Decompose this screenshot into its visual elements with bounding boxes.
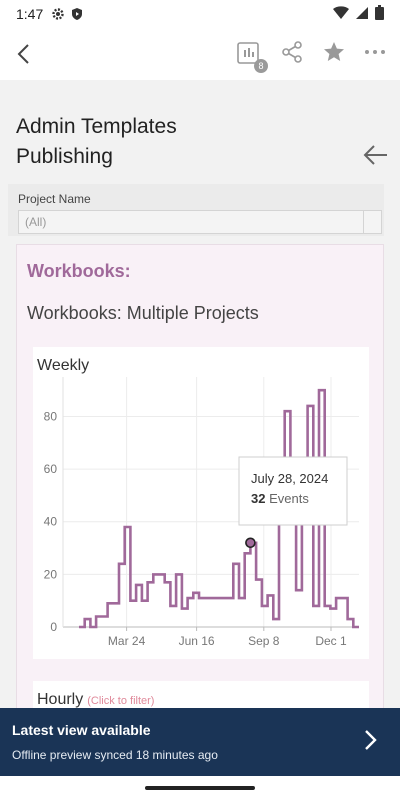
workbooks-panel: Workbooks: Workbooks: Multiple Projects … — [16, 244, 384, 708]
views-icon[interactable]: 8 — [236, 41, 268, 73]
collapse-arrow-icon[interactable] — [362, 144, 388, 171]
shield-icon — [71, 7, 83, 21]
project-filter: Project Name (All) — [8, 184, 384, 236]
share-icon[interactable] — [280, 40, 304, 69]
chevron-right-icon[interactable] — [362, 728, 378, 757]
battery-icon — [375, 5, 384, 23]
section-subtitle: Workbooks: Multiple Projects — [27, 303, 259, 323]
latest-view-banner[interactable]: Latest view available Offline preview sy… — [0, 708, 400, 776]
filter-label: Project Name — [18, 192, 91, 206]
x-tick-label: Dec 1 — [315, 634, 347, 648]
weekly-chart-card: Weekly 0 20 40 60 80 Mar 24 Jun 16 Sep 8 Dec 1 Ju… — [33, 347, 369, 659]
system-nav-bar — [0, 776, 400, 800]
more-icon[interactable] — [364, 40, 386, 69]
wifi-icon — [333, 5, 349, 23]
hourly-title-text: Hourly — [37, 691, 84, 708]
hourly-chart-card[interactable]: Hourly (Click to filter) — [33, 681, 369, 708]
app-bar: 8 — [0, 28, 400, 80]
status-time: 1:47 — [16, 6, 44, 22]
hourly-hint: (Click to filter) — [87, 695, 155, 707]
y-tick-label: 60 — [44, 462, 58, 476]
y-tick-label: 40 — [44, 515, 58, 529]
dashboard-header: Admin Templates Publishing — [0, 100, 400, 180]
status-bar: 1:47 — [0, 0, 400, 28]
home-handle[interactable] — [145, 786, 255, 790]
star-icon[interactable] — [322, 40, 346, 69]
x-tick-label: Sep 8 — [248, 634, 280, 648]
project-select-value: (All) — [25, 215, 47, 229]
project-select[interactable]: (All) — [18, 210, 382, 234]
x-tick-label: Mar 24 — [108, 634, 146, 648]
back-icon[interactable] — [10, 40, 38, 68]
y-tick-label: 0 — [50, 620, 57, 634]
dropdown-toggle[interactable] — [363, 211, 381, 233]
tooltip-date: July 28, 2024 — [251, 471, 328, 486]
x-tick-label: Jun 16 — [179, 634, 215, 648]
banner-subtitle: Offline preview synced 18 minutes ago — [12, 748, 218, 762]
tooltip-count: 32 Events — [251, 491, 309, 506]
highlighted-point — [245, 537, 256, 549]
y-tick-label: 80 — [44, 409, 58, 423]
chart-title: Weekly — [37, 357, 90, 374]
tooltip-box — [238, 456, 348, 526]
banner-title: Latest view available — [12, 722, 151, 738]
views-count-badge: 8 — [254, 59, 268, 73]
y-tick-label: 20 — [44, 567, 58, 581]
signal-icon — [355, 6, 369, 23]
hourly-title: Hourly (Click to filter) — [37, 691, 154, 708]
dashboard-content[interactable]: Admin Templates Publishing Project Name … — [0, 80, 400, 708]
page-title: Admin Templates Publishing — [16, 115, 177, 168]
section-title: Workbooks: — [27, 261, 131, 281]
weekly-line-chart[interactable]: 0 20 40 60 80 Mar 24 Jun 16 Sep 8 Dec 1 July 28, … — [33, 347, 369, 659]
gear-icon — [51, 7, 65, 21]
